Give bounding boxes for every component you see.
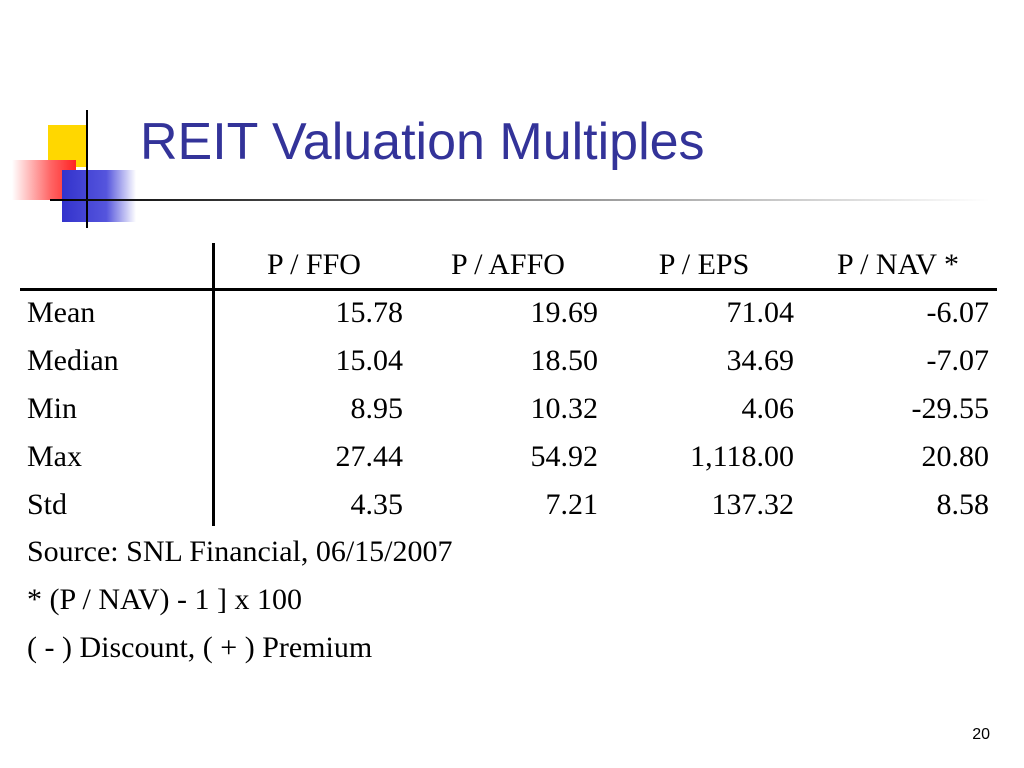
row-label: Median [27, 344, 119, 377]
table-cell: 15.78 [335, 296, 404, 329]
table-cell: 137.32 [711, 488, 795, 521]
table-cell: 8.58 [936, 488, 990, 521]
row-label: Max [27, 440, 82, 473]
table-cell: 4.06 [741, 392, 795, 425]
table-cell: 18.50 [530, 344, 599, 377]
row-label: Min [27, 392, 78, 425]
row-label: Std [27, 488, 68, 521]
table-cell: 8.95 [350, 392, 404, 425]
table-rule [20, 288, 997, 291]
table-cell: 20.80 [921, 440, 990, 473]
table-cell: 19.69 [530, 296, 599, 329]
row-label: Mean [27, 296, 96, 329]
note: ( - ) Discount, ( + ) Premium [27, 631, 373, 664]
note: * (P / NAV) - 1 ] x 100 [27, 583, 302, 616]
table-cell: 4.35 [350, 488, 404, 521]
table-cell: 15.04 [335, 344, 404, 377]
slide-title: REIT Valuation Multiples [140, 113, 705, 171]
deco-square [62, 170, 136, 222]
table-cell: 54.92 [530, 440, 599, 473]
column-header: P / EPS [658, 248, 750, 281]
table-cell: 34.69 [726, 344, 795, 377]
page-number: 20 [972, 726, 990, 743]
deco-line [50, 199, 990, 201]
column-header: P / AFFO [451, 248, 565, 281]
table-rule [212, 243, 215, 526]
table-cell: -29.55 [911, 392, 990, 425]
table-cell: -7.07 [926, 344, 990, 377]
deco-line [86, 110, 88, 228]
table-cell: 10.32 [530, 392, 599, 425]
column-header: P / FFO [267, 248, 361, 281]
table-cell: -6.07 [926, 296, 990, 329]
table-cell: 71.04 [726, 296, 795, 329]
note: Source: SNL Financial, 06/15/2007 [27, 535, 453, 568]
table-cell: 1,118.00 [690, 440, 794, 473]
table-cell: 7.21 [545, 488, 599, 521]
column-header: P / NAV * [837, 248, 959, 281]
table-cell: 27.44 [335, 440, 404, 473]
